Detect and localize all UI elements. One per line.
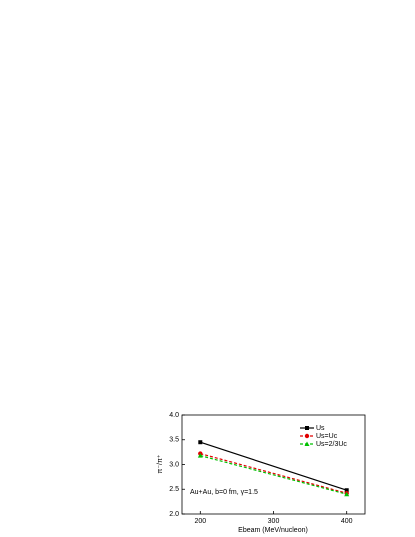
x-axis-label: Ebeam (MeV/nucleon) xyxy=(238,527,308,534)
legend-label: Us=Uc xyxy=(316,433,338,440)
legend-marker xyxy=(304,441,310,446)
data-point xyxy=(344,491,350,497)
legend-marker xyxy=(304,433,310,439)
series-line xyxy=(200,453,347,494)
data-point xyxy=(198,440,203,445)
y-tick-label: 3.5 xyxy=(169,437,179,444)
series-line xyxy=(200,441,347,491)
y-tick-label: 4.0 xyxy=(169,412,179,419)
series-line xyxy=(200,455,347,495)
x-tick-label: 200 xyxy=(194,518,206,525)
data-point xyxy=(344,488,349,493)
y-tick-label: 3.0 xyxy=(169,461,179,468)
legend-label: Us=2/3Uc xyxy=(316,441,347,448)
y-axis-label: π⁻/π⁺ xyxy=(157,454,164,473)
x-tick-label: 300 xyxy=(268,518,280,525)
y-tick-label: 2.0 xyxy=(169,511,179,518)
data-point xyxy=(197,453,203,458)
annotation: Au+Au, b=0 fm, γ=1.5 xyxy=(190,489,258,496)
plot-frame xyxy=(181,414,366,515)
y-tick-label: 2.5 xyxy=(169,486,179,493)
legend-marker xyxy=(305,426,309,430)
legend-label: Us xyxy=(316,425,325,432)
x-tick-label: 400 xyxy=(341,518,353,525)
